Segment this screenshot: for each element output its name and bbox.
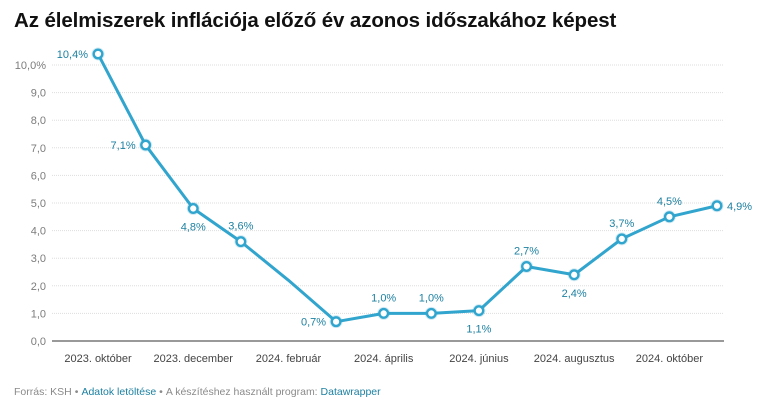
x-tick-label: 2024. október — [636, 353, 704, 365]
data-label: 10,4% — [57, 49, 88, 61]
data-label: 4,9% — [727, 201, 752, 213]
data-point — [330, 316, 342, 328]
footer-separator: • — [159, 386, 163, 398]
download-data-link[interactable]: Adatok letöltése — [81, 386, 157, 398]
chart-title: Az élelmiszerek inflációja előző év azon… — [14, 9, 617, 32]
y-tick-label: 5,0 — [31, 198, 46, 210]
data-label: 2,7% — [514, 245, 539, 257]
x-tick-label: 2023. október — [64, 353, 132, 365]
data-label: 0,7% — [301, 317, 326, 329]
data-label: 4,8% — [181, 222, 206, 234]
x-tick-label: 2024. február — [256, 353, 322, 365]
data-point — [378, 307, 390, 319]
data-point — [92, 48, 104, 60]
data-label: 1,0% — [419, 292, 444, 304]
y-tick-label: 10,0% — [15, 60, 46, 72]
source-text: Forrás: KSH — [14, 386, 72, 398]
footer-separator: • — [74, 386, 79, 398]
y-tick-label: 3,0 — [31, 253, 46, 265]
data-point — [521, 260, 533, 272]
x-tick-label: 2024. június — [449, 353, 509, 365]
data-label: 3,6% — [228, 221, 253, 233]
data-point — [140, 139, 152, 151]
y-axis-ticks: 0,0 1,0 2,0 3,0 4,0 5,0 6,0 7,0 8,0 9,0 10,0% — [15, 60, 46, 348]
data-label: 3,7% — [609, 218, 634, 230]
series-line-layer — [96, 52, 719, 324]
data-label: 1,0% — [371, 292, 396, 304]
data-point — [616, 233, 628, 245]
datawrapper-link[interactable]: Datawrapper — [320, 386, 381, 398]
data-label: 7,1% — [111, 140, 136, 152]
x-tick-label: 2023. december — [153, 353, 233, 365]
y-tick-label: 8,0 — [31, 115, 46, 127]
x-tick-label: 2024. augusztus — [534, 353, 615, 365]
data-points — [91, 47, 724, 329]
tool-text: A készítéshez használt program: — [165, 386, 318, 398]
series-line — [96, 52, 719, 324]
y-tick-label: 4,0 — [31, 226, 46, 238]
data-label: 1,1% — [466, 324, 491, 336]
data-point — [473, 305, 485, 317]
data-labels: 10,4% 7,1% 4,8% 3,6% 0,7% 1,0% 1,0% 1,1% 2,7% 2,4… — [57, 49, 752, 336]
y-tick-label: 6,0 — [31, 170, 46, 182]
data-point — [235, 236, 247, 248]
data-label: 4,5% — [657, 196, 682, 208]
data-point — [568, 269, 580, 281]
data-label: 2,4% — [562, 288, 587, 300]
data-point — [663, 211, 675, 223]
x-axis-ticks: 2023. október 2023. december 2024. február… — [64, 353, 703, 365]
footer: Forrás: KSH • Adatok letöltése • A készítésh… — [14, 386, 381, 398]
y-tick-label: 0,0 — [31, 336, 46, 348]
y-tick-label: 9,0 — [31, 88, 46, 100]
data-point — [425, 307, 437, 319]
grid-lines — [52, 64, 724, 342]
data-point — [187, 203, 199, 215]
y-tick-label: 2,0 — [31, 281, 46, 293]
data-point — [711, 200, 723, 212]
y-tick-label: 7,0 — [31, 143, 46, 155]
y-tick-label: 1,0 — [31, 308, 46, 320]
x-tick-label: 2024. április — [354, 353, 414, 365]
